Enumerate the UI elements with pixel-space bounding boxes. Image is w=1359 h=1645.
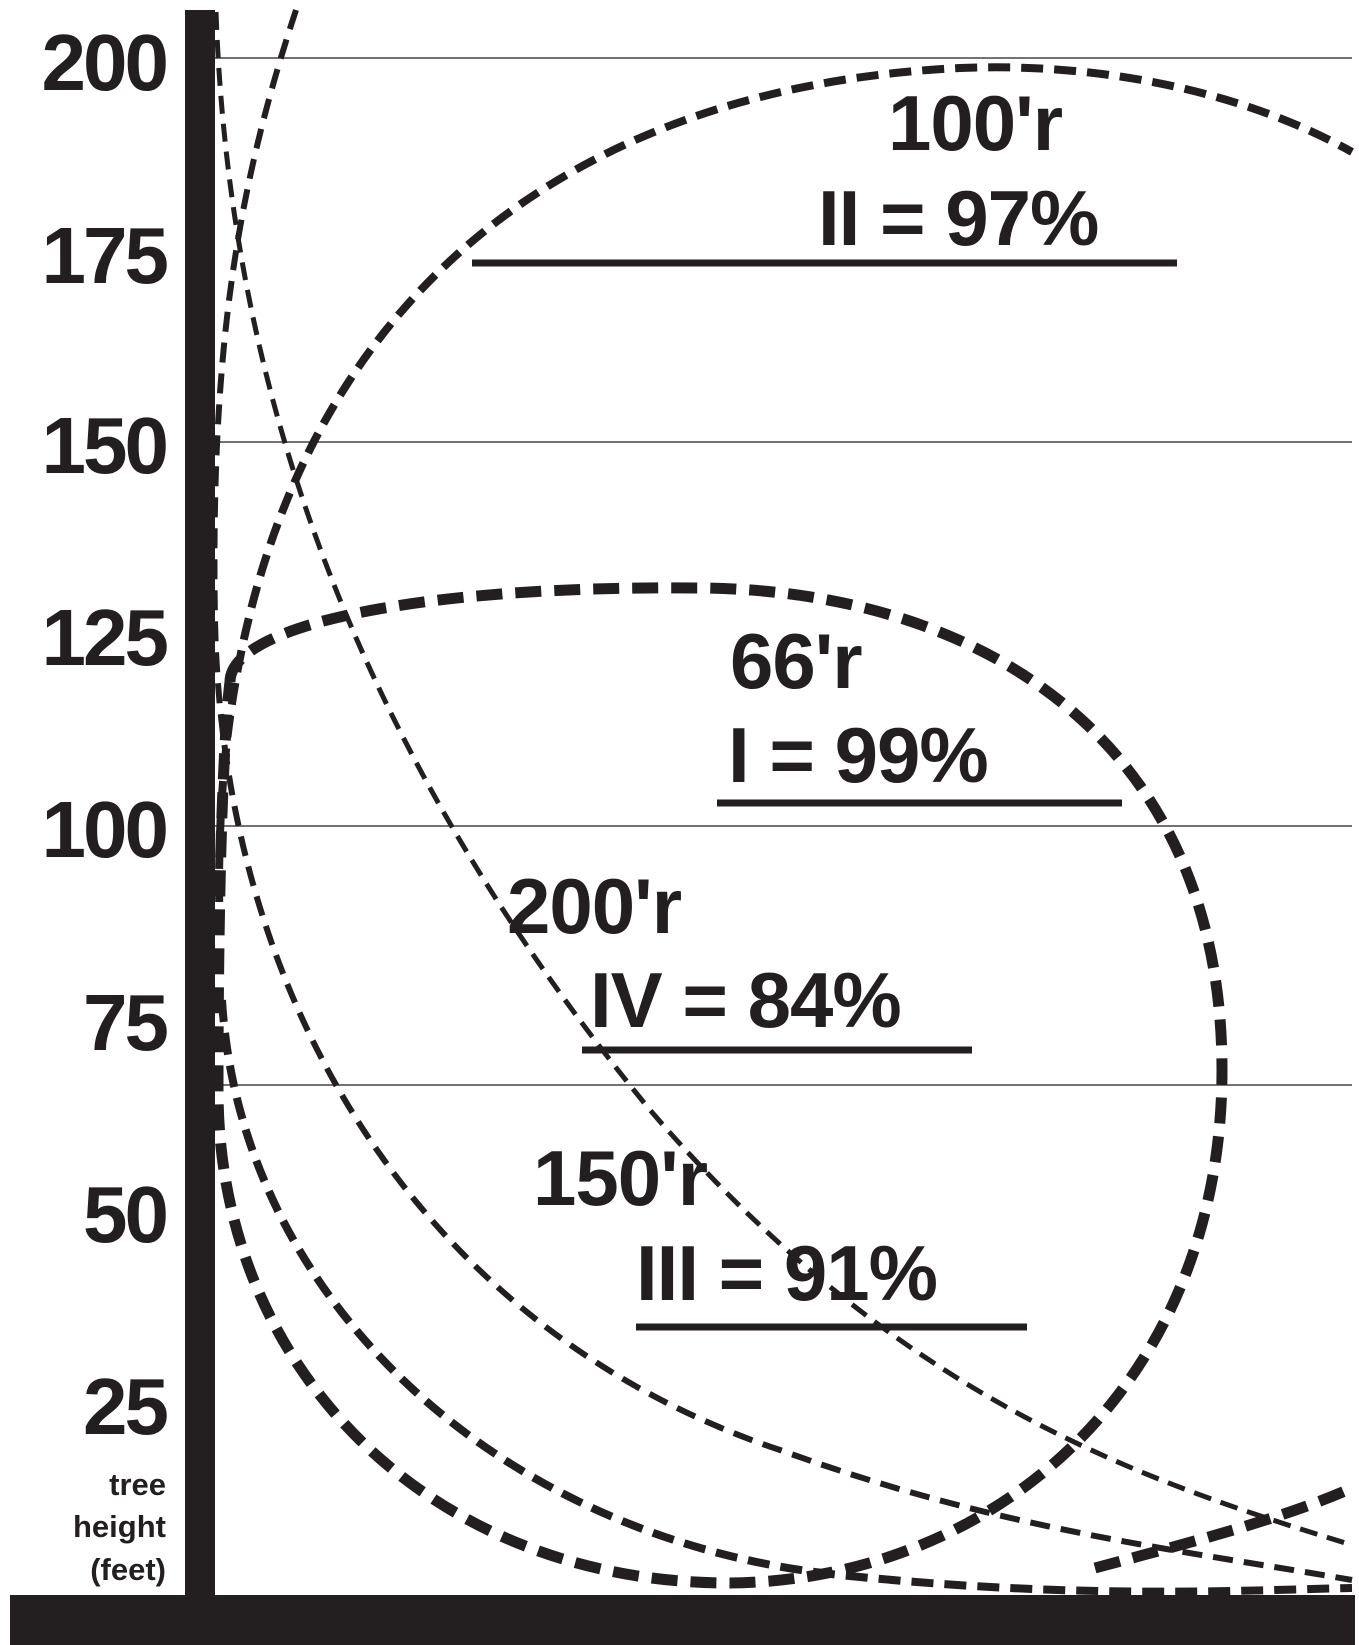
tick-label-175: 175 <box>42 211 168 300</box>
radius-label-66: 66'r <box>730 617 862 705</box>
circle-label-ii: 100'r II = 97% <box>472 79 1177 267</box>
axis-title: tree height (feet) <box>73 1467 166 1587</box>
height-axis-bar <box>185 10 215 1595</box>
tick-label-150: 150 <box>42 401 167 490</box>
tick-label-50: 50 <box>83 1170 166 1259</box>
axis-title-line-1: tree <box>109 1467 166 1502</box>
class-label-ii: II = 97% <box>818 174 1098 262</box>
circle-arc-200 <box>213 11 1353 1548</box>
class-label-iii: III = 91% <box>636 1229 937 1317</box>
circle-arc-66-lower-right <box>1093 1482 1355 1574</box>
ground-bar <box>10 1595 1355 1645</box>
tick-label-200: 200 <box>42 18 167 107</box>
tick-label-25: 25 <box>83 1362 167 1451</box>
circle-arc-150 <box>211 9 1353 1583</box>
axis-title-line-2: height <box>73 1509 166 1544</box>
axis-tick-labels: 200 175 150 125 100 75 50 25 <box>42 18 171 1451</box>
tick-label-75: 75 <box>83 978 167 1067</box>
circle-arc-100 <box>215 63 1354 936</box>
circle-label-i: 66'r I = 99% <box>717 617 1122 807</box>
circle-label-iii: 150'r III = 91% <box>533 1134 1027 1331</box>
radius-label-150: 150'r <box>533 1134 708 1222</box>
class-label-i: I = 99% <box>728 711 988 799</box>
gridlines <box>215 57 1352 1086</box>
class-label-iv: IV = 84% <box>590 956 901 1044</box>
circle-arc-66 <box>212 582 1228 1589</box>
circle-label-iv: 200'r IV = 84% <box>507 862 972 1054</box>
circle-arcs <box>211 9 1355 1596</box>
circle-arc-100-bottom <box>218 999 1353 1596</box>
tick-label-125: 125 <box>42 593 168 682</box>
radius-label-200: 200'r <box>507 862 682 950</box>
tick-label-100: 100 <box>42 785 167 874</box>
axis-title-line-3: (feet) <box>90 1552 166 1587</box>
radius-label-100: 100'r <box>888 79 1063 167</box>
